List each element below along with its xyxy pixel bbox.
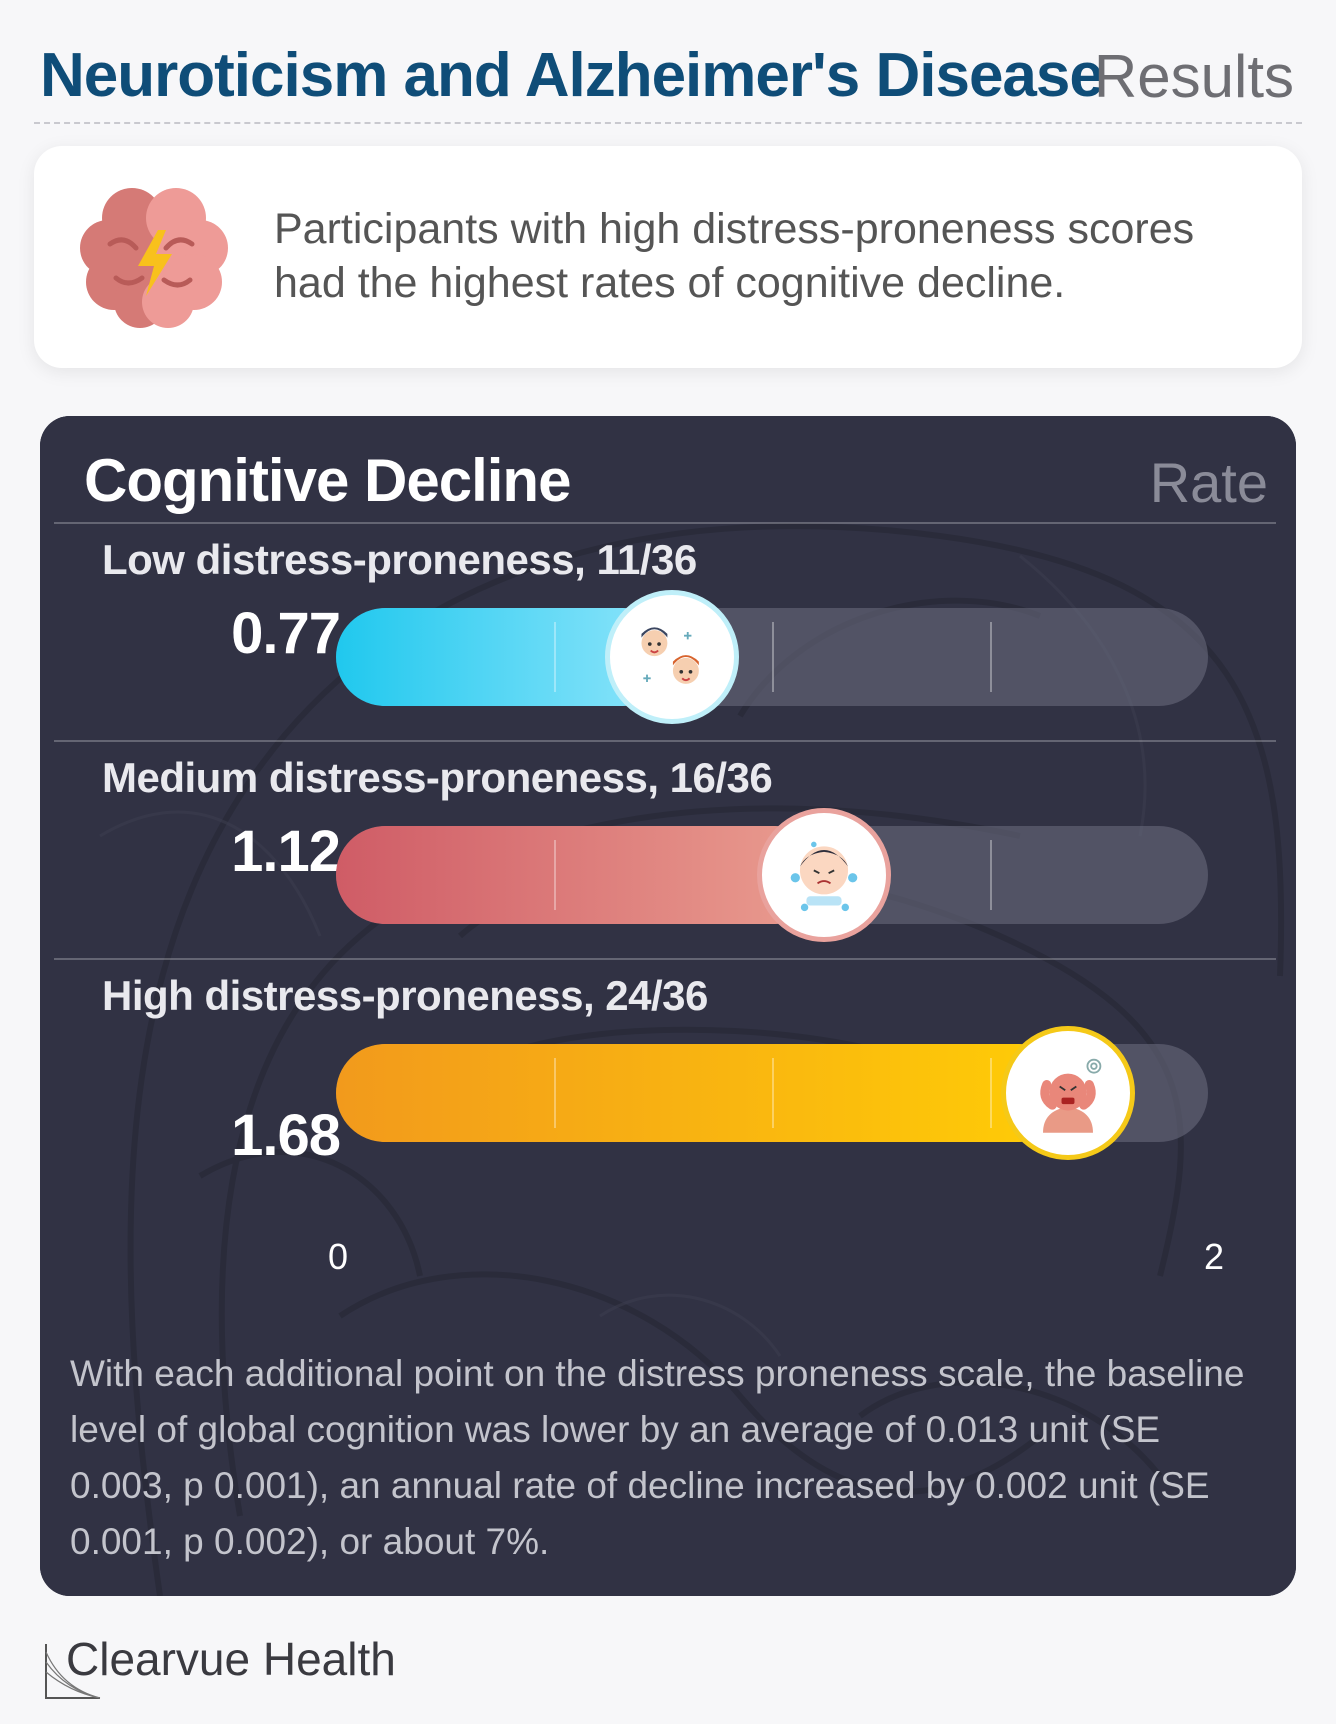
divider — [54, 740, 1276, 742]
footnote-text: With each additional point on the distre… — [70, 1353, 1245, 1562]
x-tick-min: 0 — [328, 1236, 349, 1277]
value-label: 1.68 — [231, 1103, 341, 1168]
page-title: Neuroticism and Alzheimer's Disease — [40, 41, 1104, 110]
bar-gridline — [990, 622, 992, 692]
bar-gridline — [554, 1058, 556, 1128]
page-header: Neuroticism and Alzheimer's Disease Resu… — [34, 40, 1302, 124]
sad-child-icon — [757, 808, 891, 942]
brand-name: Clearvue Health — [66, 1633, 396, 1685]
divider — [54, 958, 1276, 960]
summary-card: Participants with high distress-pronenes… — [34, 146, 1302, 368]
bar — [336, 1044, 1068, 1142]
bar-gridline — [772, 622, 774, 692]
chart-title: Cognitive Decline — [84, 447, 571, 514]
category-label: Medium distress-proneness, 16/36 — [102, 754, 773, 801]
bar-gridline — [554, 840, 556, 910]
happy-people-icon — [605, 590, 739, 724]
value-label: 1.12 — [231, 819, 341, 884]
measure-label: Rate — [1149, 451, 1268, 514]
value-label: 0.77 — [231, 601, 341, 666]
summary-text: Participants with high distress-pronenes… — [274, 205, 1195, 307]
category-label: Low distress-proneness, 11/36 — [102, 536, 697, 583]
x-tick-max: 2 — [1204, 1236, 1225, 1277]
bar-gridline — [990, 1058, 992, 1128]
bar-gridline — [772, 1058, 774, 1128]
category-label: High distress-proneness, 24/36 — [102, 972, 708, 1019]
section-label: Results — [1093, 43, 1294, 110]
bar-gridline — [990, 840, 992, 910]
stressed-person-icon — [1001, 1026, 1135, 1160]
brain-lightning-icon — [74, 178, 234, 338]
divider — [54, 522, 1276, 524]
bar-gridline — [554, 622, 556, 692]
bar — [336, 826, 824, 924]
chart-panel: Cognitive Decline Rate Low distress-pron… — [40, 416, 1296, 1596]
bar-track — [336, 608, 1208, 706]
clearvue-logo-icon — [45, 1644, 101, 1699]
